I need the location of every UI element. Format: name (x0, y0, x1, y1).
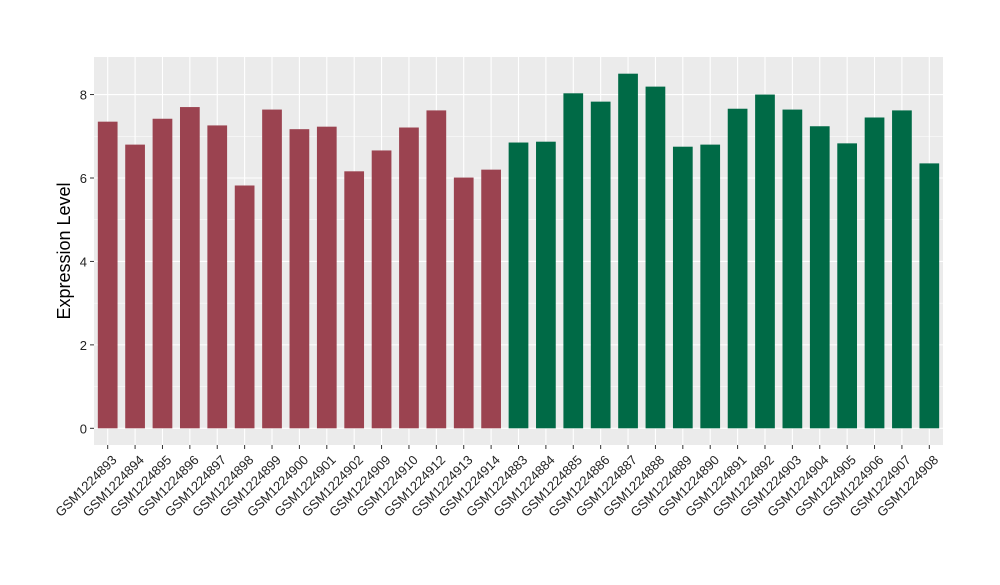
bar (152, 118, 173, 429)
bar (481, 169, 501, 429)
bar (645, 86, 666, 429)
bar (672, 146, 693, 429)
y-tick-label: 2 (80, 338, 87, 353)
bar (234, 185, 255, 429)
bar (207, 125, 228, 429)
bar (919, 163, 940, 429)
bar (536, 141, 556, 429)
bar (289, 129, 310, 429)
bar (179, 107, 200, 429)
bar (125, 144, 145, 429)
bar (399, 127, 419, 429)
bar (809, 126, 830, 429)
bar (453, 177, 474, 429)
y-axis-title: Expression Level (54, 182, 74, 319)
y-tick-label: 0 (80, 421, 87, 436)
bar (864, 117, 885, 429)
bar (97, 121, 118, 429)
bar (727, 108, 748, 429)
bars (97, 73, 940, 429)
bar (700, 144, 721, 429)
bar (262, 109, 282, 429)
bar (892, 110, 912, 429)
y-tick-label: 8 (80, 88, 87, 103)
bar (371, 150, 392, 429)
bar (563, 93, 584, 429)
bar (344, 171, 365, 429)
y-tick-label: 4 (80, 254, 87, 269)
bar (755, 94, 775, 429)
bar (316, 126, 337, 429)
x-axis: GSM1224893GSM1224894GSM1224895GSM1224896… (52, 445, 941, 520)
y-tick-label: 6 (80, 171, 87, 186)
bar (618, 73, 638, 429)
bar (837, 143, 858, 429)
bar (590, 101, 611, 429)
bar (782, 109, 803, 429)
bar (508, 142, 529, 429)
y-axis: 0 2 4 6 8 (80, 88, 94, 436)
bar (426, 110, 447, 429)
